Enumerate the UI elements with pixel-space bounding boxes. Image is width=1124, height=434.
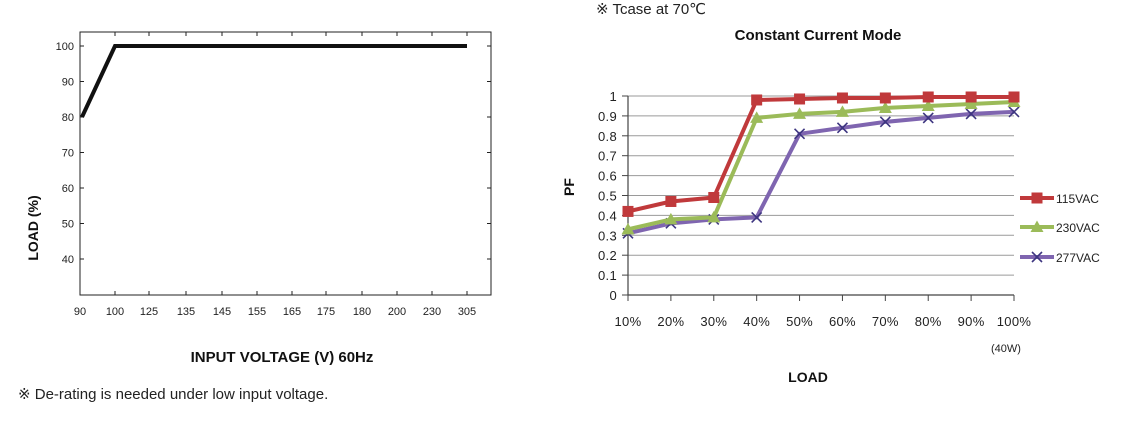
derating-chart: 40 50 60 70 80 90 100 90 100 125 135 145 155 165 175 18… bbox=[25, 31, 492, 366]
data-point bbox=[665, 195, 677, 207]
y-tick-label: 90 bbox=[62, 77, 74, 89]
x-tick-label: 90% bbox=[958, 314, 985, 329]
data-point bbox=[836, 122, 849, 134]
y-tick-label: 0.6 bbox=[598, 169, 617, 184]
legend-label: 230VAC bbox=[1056, 221, 1100, 235]
x-tick-label: 175 bbox=[317, 306, 335, 318]
x-tick-label: 40% bbox=[743, 314, 770, 329]
x-tick-label: 100% bbox=[997, 314, 1032, 329]
x-tick-label: 70% bbox=[872, 314, 899, 329]
series-line bbox=[627, 100, 1015, 232]
x-tick-label: 10% bbox=[615, 314, 642, 329]
data-point bbox=[751, 211, 763, 223]
y-tick-label: 60 bbox=[62, 183, 74, 195]
x-tick-label: 305 bbox=[458, 306, 476, 318]
x-tick-label: 30% bbox=[700, 314, 727, 329]
y-tick-label: 80 bbox=[62, 112, 74, 124]
data-point bbox=[964, 97, 978, 109]
x-tick-label: 90 bbox=[74, 306, 86, 318]
y-tick-label: 100 bbox=[56, 41, 74, 53]
x-tick-label: 125 bbox=[140, 306, 158, 318]
y-axis-title: LOAD (%) bbox=[25, 195, 41, 260]
x-tick-label: 180 bbox=[353, 306, 371, 318]
data-point bbox=[794, 93, 806, 105]
y-tick-label: 40 bbox=[62, 254, 74, 266]
legend-item: 115VAC bbox=[1020, 192, 1099, 206]
legend-label: 115VAC bbox=[1056, 192, 1099, 206]
tcase-note: ※ Tcase at 70℃ bbox=[596, 1, 707, 18]
data-point bbox=[836, 92, 848, 104]
x-tick-label: 230 bbox=[423, 306, 441, 318]
data-point bbox=[1008, 91, 1020, 103]
x-tick-label: 165 bbox=[283, 306, 301, 318]
legend-marker bbox=[1031, 251, 1043, 263]
x-tick-label: 135 bbox=[177, 306, 195, 318]
y-tick-label: 0.1 bbox=[598, 268, 617, 283]
y-axis-title: PF bbox=[561, 178, 577, 196]
data-point bbox=[708, 191, 720, 203]
y-tick-label: 0.4 bbox=[598, 208, 617, 223]
data-point bbox=[751, 94, 763, 106]
y-tick-label: 0.5 bbox=[598, 189, 617, 204]
x-tick-label: 100 bbox=[106, 306, 124, 318]
y-tick-label: 70 bbox=[62, 148, 74, 160]
x-tick-label: 50% bbox=[786, 314, 813, 329]
data-point bbox=[878, 101, 892, 113]
data-point bbox=[793, 128, 806, 140]
data-point bbox=[921, 99, 935, 111]
x-tick-label: 200 bbox=[388, 306, 406, 318]
legend-marker bbox=[1030, 220, 1044, 232]
data-point bbox=[879, 116, 891, 128]
x-tick-label: 20% bbox=[657, 314, 684, 329]
data-point bbox=[879, 92, 891, 104]
data-point bbox=[664, 212, 678, 225]
legend-item: 230VAC bbox=[1020, 220, 1100, 235]
plot-frame bbox=[79, 31, 492, 296]
y-tick-label: 0 bbox=[609, 288, 617, 303]
x-tick-note: (40W) bbox=[991, 343, 1021, 355]
data-point bbox=[922, 91, 934, 103]
y-tick-label: 1 bbox=[609, 89, 617, 104]
data-point bbox=[965, 91, 977, 103]
legend-marker bbox=[1031, 192, 1043, 204]
series-line bbox=[627, 109, 1015, 236]
x-tick-label: 155 bbox=[248, 306, 266, 318]
x-tick-label: 60% bbox=[829, 314, 856, 329]
derating-line bbox=[80, 44, 467, 118]
data-point bbox=[707, 210, 721, 223]
y-tick-label: 0.8 bbox=[598, 129, 617, 144]
x-tick-label: 80% bbox=[915, 314, 942, 329]
data-point bbox=[622, 205, 634, 217]
derating-note: ※ De-rating is needed under low input vo… bbox=[18, 386, 329, 403]
series-115VAC bbox=[622, 91, 1020, 217]
data-point bbox=[750, 111, 764, 123]
series-230VAC bbox=[621, 95, 1021, 235]
y-tick-label: 50 bbox=[62, 219, 74, 231]
data-point bbox=[621, 222, 635, 235]
data-point bbox=[793, 107, 807, 119]
data-point bbox=[1008, 106, 1020, 118]
data-point bbox=[835, 105, 849, 117]
x-axis-title: LOAD bbox=[788, 369, 828, 385]
legend-item: 277VAC bbox=[1020, 251, 1100, 265]
series-line bbox=[627, 95, 1014, 214]
legend-label: 277VAC bbox=[1056, 251, 1100, 265]
y-tick-label: 0.7 bbox=[598, 149, 617, 164]
data-point bbox=[922, 112, 934, 124]
data-point bbox=[965, 108, 977, 120]
y-tick-label: 0.3 bbox=[598, 228, 617, 243]
x-tick-label: 145 bbox=[213, 306, 231, 318]
y-tick-label: 0.2 bbox=[598, 248, 617, 263]
chart-title: Constant Current Mode bbox=[735, 27, 902, 44]
x-axis-title: INPUT VOLTAGE (V) 60Hz bbox=[191, 349, 374, 366]
y-tick-label: 0.9 bbox=[598, 109, 617, 124]
